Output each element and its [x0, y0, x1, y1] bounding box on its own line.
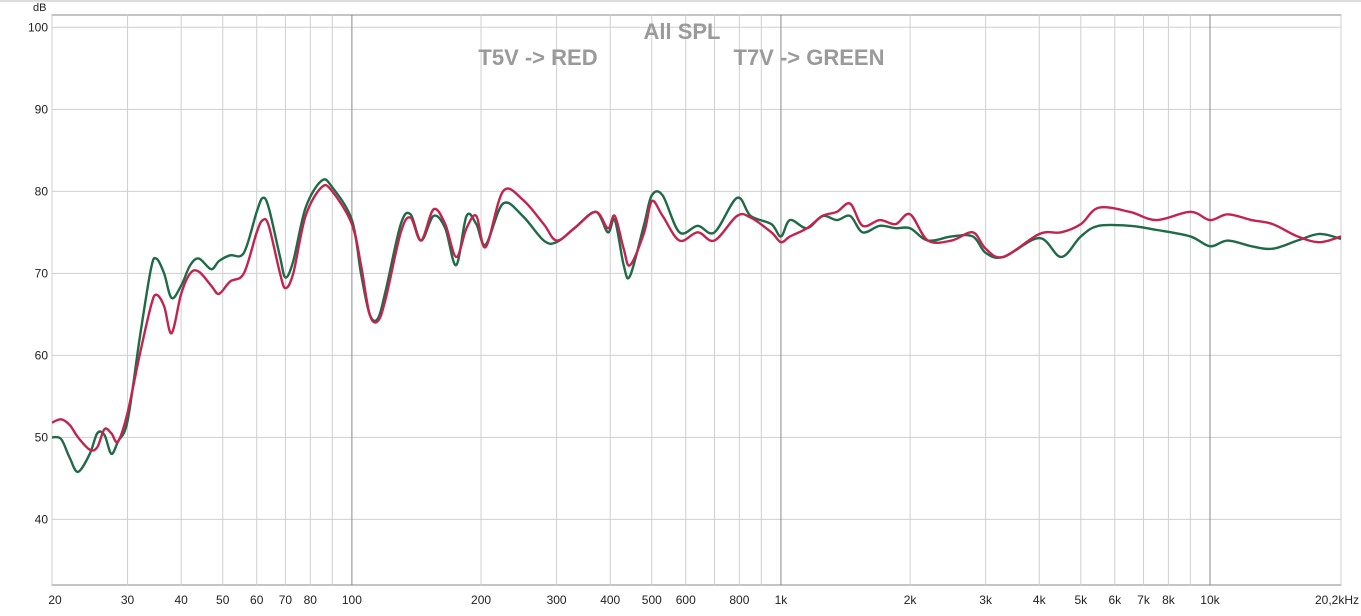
- x-tick-label: 10k: [1200, 593, 1220, 607]
- x-tick-label: 300: [547, 593, 567, 607]
- annotation: T5V -> RED: [478, 45, 597, 70]
- y-tick-label: 60: [35, 348, 49, 362]
- x-tick-label: 400: [600, 593, 620, 607]
- y-tick-label: 50: [35, 430, 49, 444]
- x-tick-label: 5k: [1074, 593, 1088, 607]
- x-tick-label: 8k: [1162, 593, 1176, 607]
- series-line: [51, 178, 1342, 474]
- x-tick-label: 3k: [979, 593, 993, 607]
- x-tick-label: 20: [48, 593, 62, 607]
- y-tick-label: 100: [28, 20, 48, 34]
- x-tick-label: 1k: [775, 593, 789, 607]
- x-tick-label: 2k: [904, 593, 918, 607]
- x-tick-label: 30: [121, 593, 135, 607]
- series-line: [51, 183, 1342, 452]
- y-axis-label: dB: [33, 2, 46, 14]
- chart-title: All SPL: [643, 19, 720, 44]
- y-tick-label: 80: [35, 184, 49, 198]
- x-tick-label: 80: [304, 593, 318, 607]
- x-tick-label: 800: [729, 593, 749, 607]
- x-tick-label: 40: [174, 593, 188, 607]
- x-tick-label: 100: [342, 593, 362, 607]
- x-tick-label: 50: [216, 593, 230, 607]
- x-tick-label: 7k: [1137, 593, 1151, 607]
- y-tick-label: 90: [35, 102, 49, 116]
- y-tick-label: 70: [35, 266, 49, 280]
- x-tick-label: 60: [250, 593, 264, 607]
- x-tick-label: 600: [676, 593, 696, 607]
- x-tick-label: 70: [279, 593, 293, 607]
- x-tick-label: 200: [471, 593, 491, 607]
- x-tick-label: 20,2kHz: [1315, 593, 1359, 607]
- y-tick-label: 40: [35, 512, 49, 526]
- x-tick-label: 6k: [1108, 593, 1122, 607]
- plot-area: [51, 14, 1342, 586]
- x-tick-label: 4k: [1033, 593, 1047, 607]
- annotation: T7V -> GREEN: [734, 45, 885, 70]
- x-tick-label: 500: [642, 593, 662, 607]
